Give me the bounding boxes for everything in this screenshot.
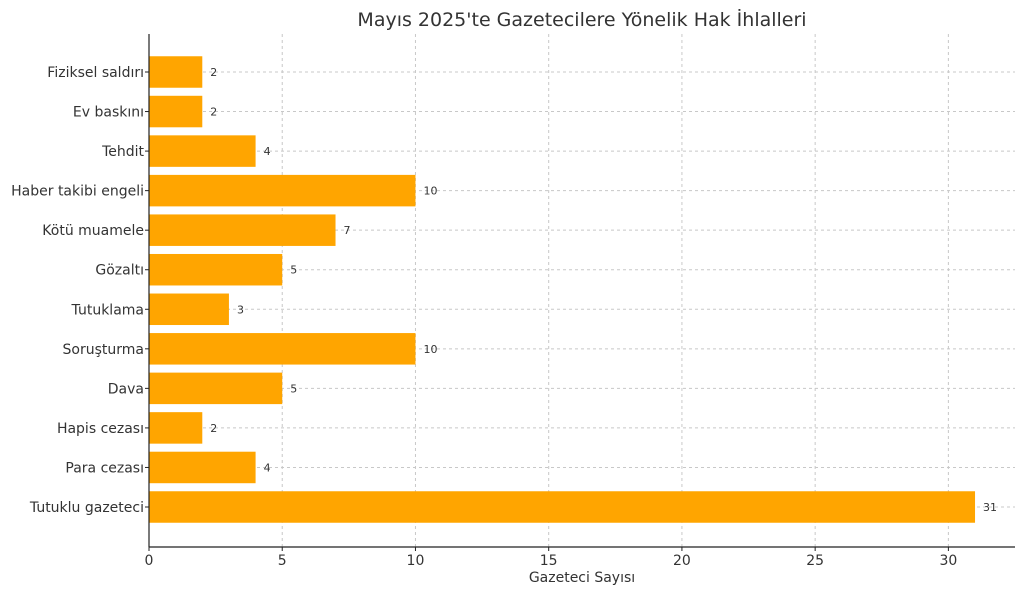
grid-lines [149, 34, 1015, 547]
bar-3 [149, 174, 416, 207]
x-tick-label-15: 15 [540, 553, 558, 569]
bar-9 [149, 412, 203, 444]
data-label-4: 7 [344, 224, 351, 237]
x-tick-label-10: 10 [407, 553, 425, 569]
bar-8 [149, 372, 283, 405]
bar-4 [149, 214, 336, 246]
category-label-1: Ev baskını [73, 105, 144, 121]
bar-1 [149, 95, 203, 128]
data-label-1: 2 [210, 106, 217, 119]
bar-6 [149, 293, 229, 326]
x-tick-label-25: 25 [806, 553, 824, 569]
data-label-11: 31 [983, 501, 997, 514]
x-axis-title: Gazeteci Sayısı [529, 570, 635, 586]
category-label-11: Tutuklu gazeteci [29, 500, 144, 516]
data-label-0: 2 [210, 66, 217, 79]
data-label-2: 4 [264, 145, 271, 158]
category-label-0: Fiziksel saldırı [47, 65, 144, 81]
bar-10 [149, 451, 256, 484]
category-label-7: Soruşturma [63, 342, 144, 358]
data-label-3: 10 [423, 185, 437, 198]
category-label-5: Gözaltı [95, 263, 144, 279]
bar-0 [149, 56, 203, 88]
data-label-9: 2 [210, 422, 217, 435]
x-tick-label-20: 20 [673, 553, 691, 569]
axes [148, 34, 1015, 548]
category-label-4: Kötü muamele [42, 223, 144, 239]
chart-title: Mayıs 2025'te Gazetecilere Yönelik Hak İ… [357, 8, 806, 31]
data-label-6: 3 [237, 303, 244, 316]
x-axis-ticks: 0 5 10 15 20 25 30 [145, 547, 957, 569]
bar-2 [149, 135, 256, 167]
data-label-10: 4 [264, 461, 271, 474]
category-label-3: Haber takibi engeli [11, 184, 144, 200]
category-label-8: Dava [108, 381, 144, 397]
bar-11 [149, 491, 976, 523]
data-label-5: 5 [290, 264, 297, 277]
bars [149, 56, 976, 523]
category-label-10: Para cezası [65, 460, 144, 476]
category-label-9: Hapis cezası [57, 421, 144, 437]
category-label-6: Tutuklama [71, 302, 144, 318]
y-axis-category-labels: Fiziksel saldırı Ev baskını Tehdit Haber ta… [11, 65, 149, 516]
x-tick-label-5: 5 [278, 553, 287, 569]
x-tick-label-30: 30 [939, 553, 957, 569]
bar-5 [149, 253, 283, 286]
data-label-8: 5 [290, 382, 297, 395]
data-label-7: 10 [423, 343, 437, 356]
category-label-2: Tehdit [101, 144, 144, 160]
x-tick-label-0: 0 [145, 553, 154, 569]
bar-7 [149, 333, 416, 365]
data-labels: 2 2 4 10 7 5 3 10 5 2 4 31 [210, 66, 997, 514]
